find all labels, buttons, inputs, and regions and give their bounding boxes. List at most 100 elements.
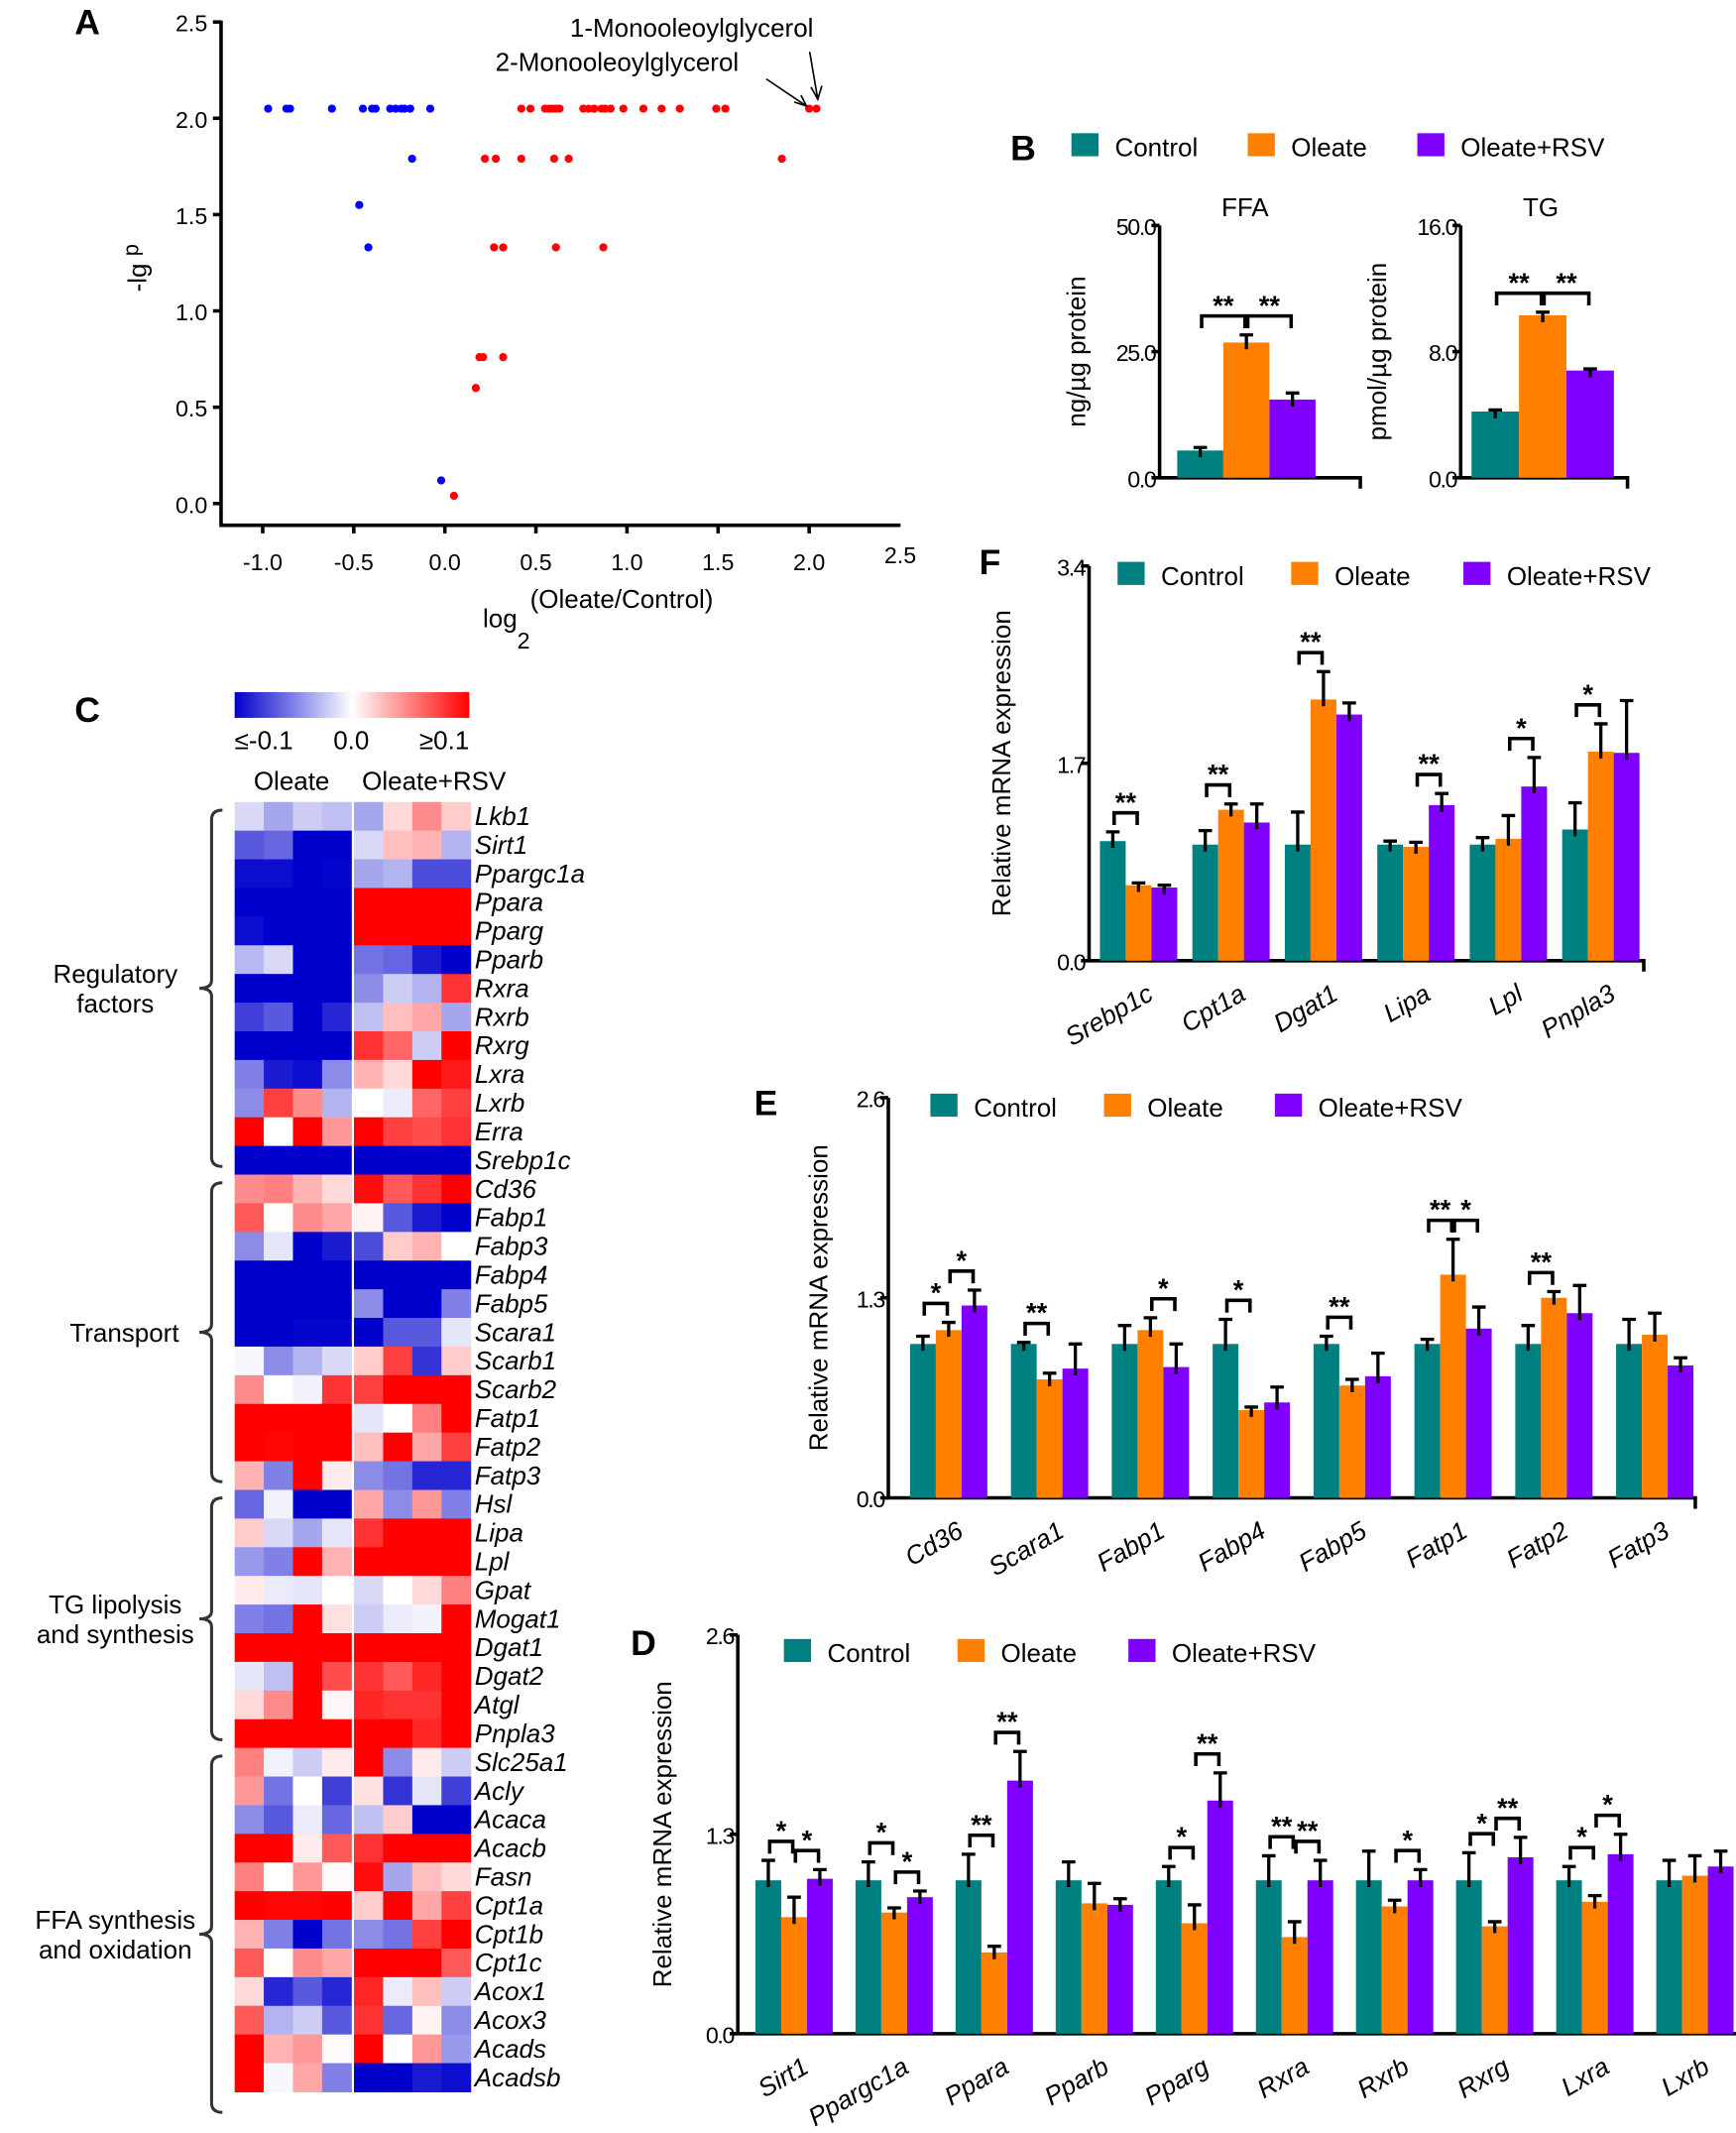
heatmap-cell bbox=[321, 1030, 352, 1061]
bar-control-cpt1a bbox=[1192, 844, 1218, 961]
significance-bracket bbox=[1494, 1816, 1522, 1832]
error-bar bbox=[887, 1906, 901, 1920]
y-tick-label: 0.0 bbox=[857, 1486, 886, 1512]
heatmap-cell bbox=[411, 1834, 442, 1863]
gene-label: Scara1 bbox=[475, 1317, 556, 1347]
y-axis-label: ng/µg protein bbox=[1061, 276, 1091, 426]
y-tick-label: 3.4 bbox=[1057, 554, 1087, 580]
heatmap-cell bbox=[383, 1403, 413, 1434]
heatmap-cell bbox=[411, 2063, 442, 2093]
heatmap-cell bbox=[411, 1432, 442, 1463]
heatmap-cell bbox=[383, 1203, 413, 1233]
bar-oleate-rsv-rxrg bbox=[1507, 1856, 1534, 2034]
legend-label: Control bbox=[974, 1093, 1057, 1123]
heatmap-cell bbox=[292, 888, 323, 917]
heatmap-cell bbox=[383, 1805, 413, 1835]
significance-label: ** bbox=[971, 1809, 992, 1839]
error-bar bbox=[1583, 367, 1597, 378]
gene-label: Mogat1 bbox=[475, 1603, 561, 1633]
heatmap-cell bbox=[264, 1547, 294, 1577]
heatmap-cell bbox=[383, 1891, 413, 1921]
error-bar bbox=[1361, 1849, 1376, 1888]
gene-label: Fatp2 bbox=[475, 1432, 541, 1462]
bar-oleate-rsv-value bbox=[1566, 370, 1614, 478]
heatmap-cell bbox=[411, 1318, 442, 1348]
heatmap-cell bbox=[292, 801, 323, 832]
data-point bbox=[777, 154, 786, 164]
heatmap-cell bbox=[411, 1145, 442, 1176]
heatmap-cell bbox=[264, 830, 294, 861]
heatmap-cell bbox=[383, 1030, 413, 1061]
heatmap-cell bbox=[411, 1805, 442, 1835]
heatmap-cell bbox=[234, 2034, 265, 2065]
y-tick-label: 2.6 bbox=[706, 1623, 735, 1649]
heatmap-cell bbox=[354, 1920, 384, 1950]
error-bar bbox=[1371, 1351, 1385, 1383]
error-bar bbox=[1161, 1864, 1176, 1888]
heatmap-cell bbox=[292, 1891, 323, 1921]
x-axis-label: log2(Oleate/Control) bbox=[483, 584, 713, 653]
heatmap-cell bbox=[441, 1547, 472, 1577]
error-bar bbox=[1223, 802, 1238, 817]
heatmap-cell bbox=[383, 1862, 413, 1892]
heatmap-cell bbox=[411, 830, 442, 861]
bar-oleate-pnpla3 bbox=[1587, 752, 1614, 961]
legend-e: Control Oleate Oleate+RSV bbox=[930, 1093, 1462, 1123]
heatmap-cell bbox=[411, 945, 442, 975]
heatmap-cell bbox=[441, 945, 472, 975]
bar-chart-f: 0.0 1.7 3.4 Relative mRNA expression Srebp1c… bbox=[986, 554, 1646, 1052]
error-bar bbox=[1713, 1849, 1728, 1874]
bar-oleate-fatp2 bbox=[1541, 1297, 1567, 1498]
heatmap-cell bbox=[441, 1920, 472, 1950]
heatmap-cell bbox=[411, 1346, 442, 1376]
heatmap-cell bbox=[354, 1834, 384, 1863]
gene-label: Gpat bbox=[475, 1575, 532, 1604]
bar-oleate-rsv-pparb bbox=[1106, 1904, 1133, 2034]
error-bar bbox=[1536, 310, 1550, 322]
heatmap-cell bbox=[441, 1948, 472, 1978]
heatmap-cell bbox=[383, 1718, 413, 1749]
heatmap-cell bbox=[264, 888, 294, 917]
heatmap-cell bbox=[321, 1661, 352, 1692]
heatmap-cell bbox=[264, 2005, 294, 2036]
heatmap-cell bbox=[234, 801, 265, 832]
category-label: Fatp1 bbox=[1400, 1515, 1472, 1574]
heatmap-cell bbox=[264, 1117, 294, 1147]
heatmap-cell bbox=[383, 1518, 413, 1548]
heatmap-cell bbox=[321, 1976, 352, 2007]
error-bar bbox=[1112, 1897, 1127, 1912]
error-bar bbox=[1383, 839, 1398, 852]
category-label: Fabp4 bbox=[1193, 1515, 1271, 1578]
heatmap-cell bbox=[354, 1632, 384, 1663]
error-bar bbox=[1042, 1371, 1057, 1386]
heatmap-cell bbox=[292, 916, 323, 946]
bar-oleate-rsv-lipa bbox=[1429, 804, 1455, 961]
heatmap-cell bbox=[264, 801, 294, 832]
error-bar bbox=[916, 1334, 930, 1352]
heatmap-cell bbox=[354, 1718, 384, 1749]
legend-swatch bbox=[1117, 561, 1145, 585]
heatmap-cell bbox=[321, 1690, 352, 1720]
error-bar bbox=[1345, 1377, 1359, 1393]
heatmap-cell bbox=[234, 1461, 265, 1491]
gene-label: Acaca bbox=[473, 1805, 546, 1835]
heatmap-cell bbox=[441, 1432, 472, 1463]
bar-oleate-rsv-scara1 bbox=[1062, 1368, 1089, 1498]
heatmap-cell bbox=[264, 1920, 294, 1950]
error-bar bbox=[1662, 1858, 1677, 1888]
significance-label: ** bbox=[1271, 1811, 1293, 1841]
gene-label: Pparb bbox=[475, 945, 543, 975]
heatmap-cell bbox=[264, 1576, 294, 1605]
heatmap-cell bbox=[292, 1718, 323, 1749]
heatmap-cell bbox=[292, 1834, 323, 1863]
heatmap-cell bbox=[264, 1318, 294, 1348]
gene-label: Lkb1 bbox=[475, 801, 530, 831]
y-tick-label: 0.0 bbox=[706, 2022, 736, 2048]
annotation-arrow bbox=[808, 52, 823, 102]
data-point bbox=[499, 243, 508, 252]
bar-control-srebp1c bbox=[1099, 841, 1126, 961]
heatmap-cell bbox=[321, 1117, 352, 1147]
heatmap-cell bbox=[383, 1003, 413, 1032]
legend-label: Oleate+RSV bbox=[1172, 1638, 1317, 1668]
data-point bbox=[606, 104, 615, 113]
